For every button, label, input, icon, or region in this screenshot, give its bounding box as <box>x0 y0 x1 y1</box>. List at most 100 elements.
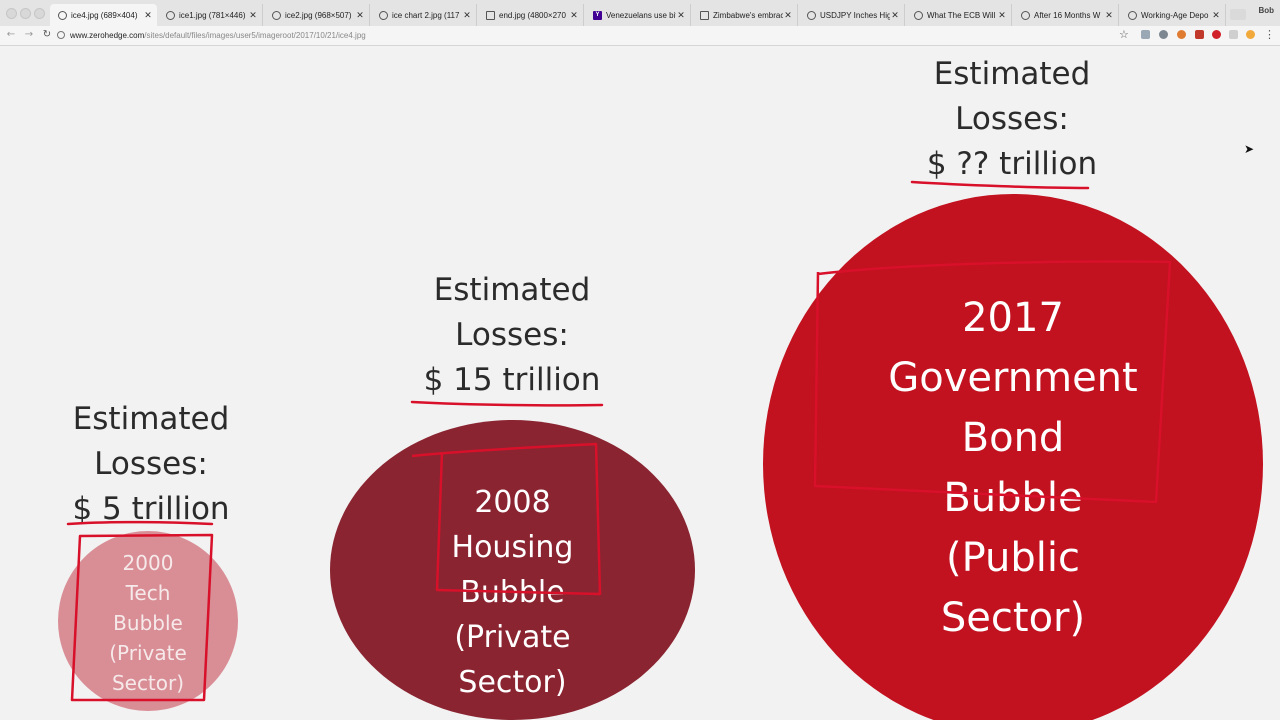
caption-line: Estimated <box>433 272 591 308</box>
bubble-text: Bond <box>961 415 1065 461</box>
bubble-text: Sector) <box>940 595 1086 641</box>
extension-icon[interactable] <box>1141 30 1150 39</box>
yahoo-icon: Y <box>593 10 602 20</box>
tab-label: After 16 Months W <box>1034 10 1101 20</box>
tab-label: ice chart 2.jpg (117 <box>392 10 460 20</box>
image-viewport: Estimated Losses: $ ?? trillion Estimate… <box>0 46 1280 720</box>
close-icon[interactable]: ✕ <box>356 9 364 20</box>
tab-ice-chart-2[interactable]: ice chart 2.jpg (117 ✕ <box>371 4 477 26</box>
tab-label: end.jpg (4800×270 <box>499 10 566 20</box>
page-icon <box>807 10 816 20</box>
tab-label: ice4.jpg (689×404) <box>71 10 138 20</box>
tab-ice1[interactable]: ice1.jpg (781×446) ✕ <box>158 4 263 26</box>
tab-ice4[interactable]: ice4.jpg (689×404) ✕ <box>50 4 157 26</box>
window-zoom-icon[interactable] <box>34 8 45 19</box>
tab-label: USDJPY Inches Hig <box>820 10 890 20</box>
tab-label: ice1.jpg (781×446) <box>179 10 246 20</box>
caption-amount: $ ?? trillion <box>926 146 1098 182</box>
caption-line: Estimated <box>72 401 230 437</box>
bubble-text: Bubble <box>113 611 183 635</box>
back-icon[interactable]: ← <box>6 29 16 40</box>
url-host: www.zerohedge.com <box>70 30 145 40</box>
close-icon[interactable]: ✕ <box>1212 9 1220 20</box>
doc-icon <box>486 10 495 20</box>
extension-icon[interactable] <box>1159 30 1168 39</box>
caption-2000: Estimated Losses: $ 5 trillion <box>21 397 281 532</box>
menu-icon[interactable]: ⋮ <box>1264 28 1275 41</box>
record-icon[interactable] <box>1212 30 1221 39</box>
tab-ice2[interactable]: ice2.jpg (968×507) ✕ <box>264 4 370 26</box>
reload-icon[interactable]: ↻ <box>42 29 52 40</box>
new-tab-button[interactable] <box>1230 9 1246 20</box>
caption-line: Estimated <box>933 56 1091 92</box>
tab-venezuelans[interactable]: Y Venezuelans use bit ✕ <box>585 4 691 26</box>
tab-ecb[interactable]: What The ECB Will ✕ <box>906 4 1012 26</box>
mouse-cursor-icon: ➤ <box>1244 142 1255 156</box>
window-close-icon[interactable] <box>6 8 17 19</box>
bubble-text: 2017 <box>962 295 1064 341</box>
close-icon[interactable]: ✕ <box>1105 9 1113 20</box>
browser-toolbar: ← → ↻ www.zerohedge.com/sites/default/fi… <box>0 26 1280 46</box>
caption-line: Losses: <box>955 101 1069 137</box>
close-icon[interactable]: ✕ <box>677 9 685 20</box>
close-icon[interactable]: ✕ <box>463 9 471 20</box>
caption-line: Losses: <box>94 446 208 482</box>
page-icon <box>914 10 923 20</box>
bubble-text: 2008 <box>474 484 551 520</box>
bubble-2000-tech: 2000 Tech Bubble (Private Sector) <box>58 531 238 711</box>
bookmark-star-icon[interactable]: ☆ <box>1119 28 1129 41</box>
bubble-2017-government-bond: 2017 Government Bond Bubble (Public Sect… <box>763 194 1263 720</box>
page-icon <box>58 10 67 20</box>
tab-working-age[interactable]: Working-Age Depo ✕ <box>1120 4 1226 26</box>
url-path: /sites/default/files/images/user5/imager… <box>144 30 366 40</box>
bubble-text: Sector) <box>458 664 567 700</box>
caption-2017: Estimated Losses: $ ?? trillion <box>882 52 1142 187</box>
tab-label: Venezuelans use bit <box>606 10 676 20</box>
tab-label: Zimbabwe's embrac <box>713 10 783 20</box>
page-icon <box>379 10 388 20</box>
page-icon <box>1021 10 1030 20</box>
tab-usdjpy[interactable]: USDJPY Inches Hig ✕ <box>799 4 905 26</box>
window-minimize-icon[interactable] <box>20 8 31 19</box>
forward-icon[interactable]: → <box>24 29 34 40</box>
bubble-text: Sector) <box>111 671 185 695</box>
close-icon[interactable]: ✕ <box>998 9 1006 20</box>
tab-label: ice2.jpg (968×507) <box>285 10 352 20</box>
profile-label[interactable]: Bob <box>1258 6 1274 15</box>
caption-line: Losses: <box>455 317 569 353</box>
close-icon[interactable]: ✕ <box>784 9 792 20</box>
close-icon[interactable]: ✕ <box>570 9 578 20</box>
close-icon[interactable]: ✕ <box>249 9 257 20</box>
bubble-text: Tech <box>125 581 171 605</box>
bubble-text: Bubble <box>943 475 1083 521</box>
extension-icon[interactable] <box>1229 30 1238 39</box>
tab-label: What The ECB Will <box>927 10 996 20</box>
bubble-text: (Private <box>454 619 571 655</box>
tab-after-16-months[interactable]: After 16 Months W ✕ <box>1013 4 1119 26</box>
caption-2008: Estimated Losses: $ 15 trillion <box>382 268 642 403</box>
bubble-text: Housing <box>451 529 574 565</box>
bubble-text: (Private <box>109 641 187 665</box>
tab-zimbabwe[interactable]: Zimbabwe's embrac ✕ <box>692 4 798 26</box>
bubble-text: Government <box>888 355 1138 401</box>
address-bar[interactable]: www.zerohedge.com/sites/default/files/im… <box>57 28 1137 42</box>
page-info-icon[interactable] <box>57 31 65 39</box>
close-icon[interactable]: ✕ <box>891 9 899 20</box>
page-icon <box>272 10 281 20</box>
doc-icon <box>700 10 709 20</box>
extension-icon[interactable] <box>1246 30 1255 39</box>
bubble-text: (Public <box>946 535 1080 581</box>
bubble-text: Bubble <box>460 574 565 610</box>
tab-strip: ice4.jpg (689×404) ✕ ice1.jpg (781×446) … <box>0 0 1280 27</box>
extension-icon[interactable] <box>1177 30 1186 39</box>
shield-icon[interactable] <box>1195 30 1204 39</box>
bubble-2008-housing: 2008 Housing Bubble (Private Sector) <box>330 420 695 720</box>
page-icon <box>166 10 175 20</box>
caption-amount: $ 15 trillion <box>423 362 601 398</box>
tab-label: Working-Age Depo <box>1141 10 1209 20</box>
close-icon[interactable]: ✕ <box>144 9 152 20</box>
caption-amount: $ 5 trillion <box>72 491 230 527</box>
page-icon <box>1128 10 1137 20</box>
tab-end[interactable]: end.jpg (4800×270 ✕ <box>478 4 584 26</box>
bubble-text: 2000 <box>122 551 174 575</box>
